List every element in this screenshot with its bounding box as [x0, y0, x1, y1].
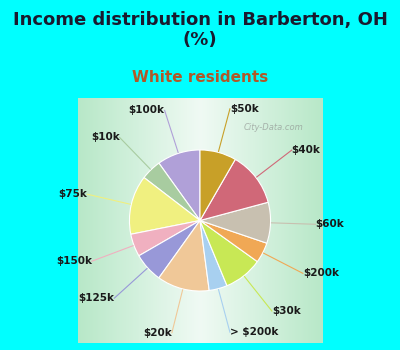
Text: $50k: $50k [230, 104, 259, 114]
Text: $150k: $150k [56, 256, 92, 266]
Text: White residents: White residents [132, 70, 268, 85]
Text: > $200k: > $200k [230, 327, 278, 337]
Wedge shape [139, 220, 200, 278]
Text: $60k: $60k [316, 219, 344, 229]
Wedge shape [200, 220, 267, 261]
Text: $20k: $20k [143, 328, 172, 338]
Wedge shape [200, 220, 227, 290]
Text: $125k: $125k [78, 293, 114, 303]
Wedge shape [131, 220, 200, 256]
Text: $200k: $200k [303, 268, 339, 278]
Wedge shape [144, 163, 200, 220]
Wedge shape [159, 150, 200, 220]
Wedge shape [200, 159, 268, 220]
Wedge shape [200, 220, 257, 286]
Wedge shape [159, 220, 209, 291]
Text: Income distribution in Barberton, OH
(%): Income distribution in Barberton, OH (%) [12, 10, 388, 49]
Wedge shape [130, 177, 200, 234]
Text: $75k: $75k [58, 189, 87, 199]
Text: $10k: $10k [91, 132, 120, 142]
Wedge shape [200, 202, 270, 243]
Text: $100k: $100k [129, 105, 165, 116]
Text: City-Data.com: City-Data.com [244, 122, 304, 132]
Wedge shape [200, 150, 235, 220]
Text: $30k: $30k [272, 306, 301, 316]
Text: $40k: $40k [292, 145, 321, 155]
